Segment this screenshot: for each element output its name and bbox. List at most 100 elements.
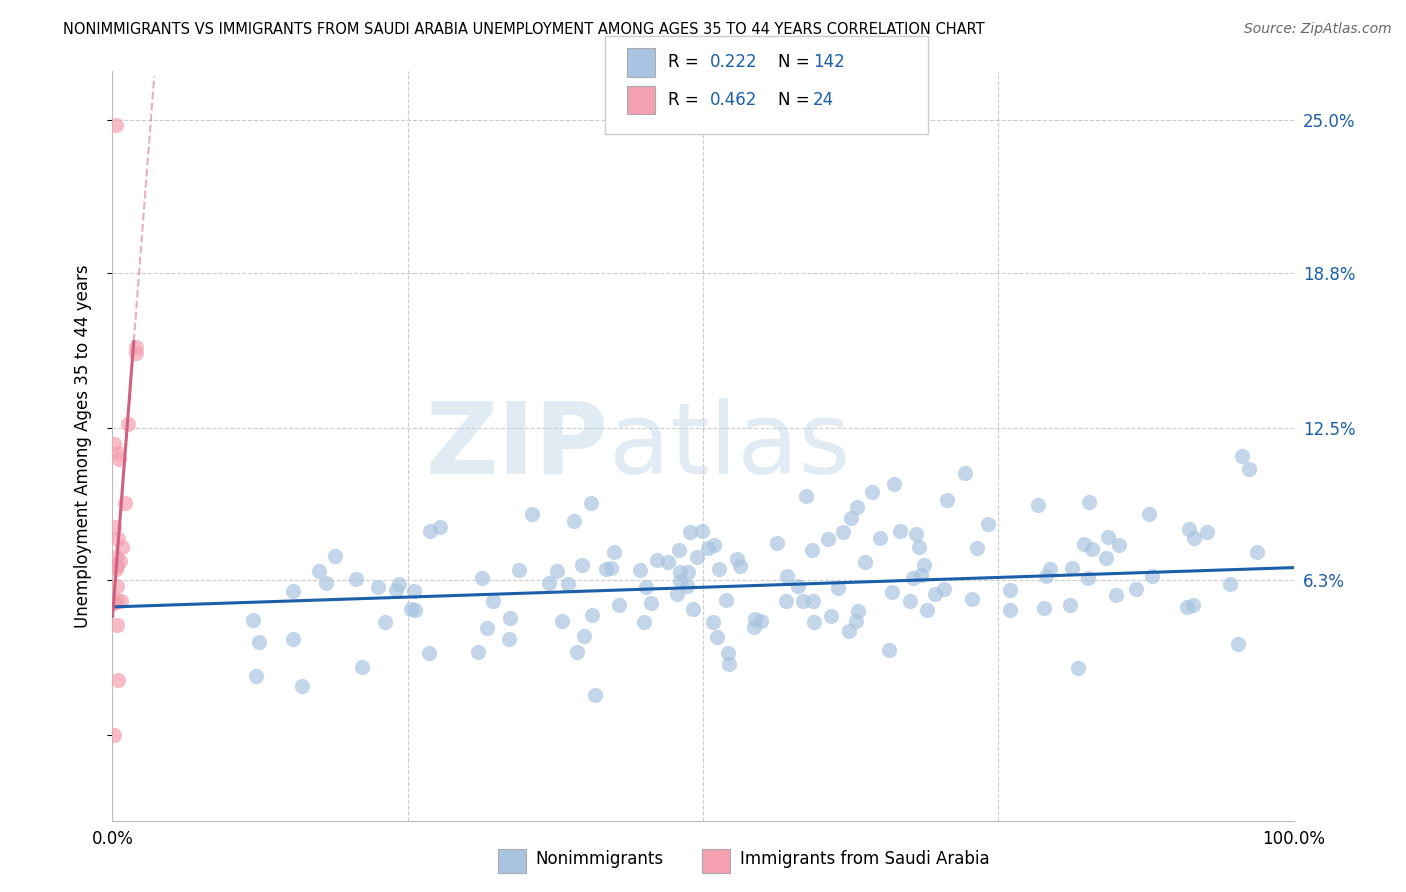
Point xyxy=(537,576,560,591)
Point xyxy=(429,520,451,534)
Point xyxy=(1080,541,1102,556)
Point xyxy=(1246,544,1268,558)
Point xyxy=(562,514,585,528)
Text: NONIMMIGRANTS VS IMMIGRANTS FROM SAUDI ARABIA UNEMPLOYMENT AMONG AGES 35 TO 44 Y: NONIMMIGRANTS VS IMMIGRANTS FROM SAUDI A… xyxy=(63,22,984,37)
Point xyxy=(1066,660,1088,674)
Point xyxy=(817,533,839,547)
Point xyxy=(1237,462,1260,476)
Point xyxy=(1094,550,1116,565)
Point xyxy=(912,558,935,573)
Point xyxy=(291,679,314,693)
Point xyxy=(1195,525,1218,540)
Point xyxy=(1032,600,1054,615)
Point xyxy=(1026,498,1049,512)
Point xyxy=(1178,523,1201,537)
Point xyxy=(551,614,574,628)
Point xyxy=(742,619,765,633)
Point xyxy=(467,645,489,659)
Point xyxy=(323,549,346,563)
Point xyxy=(860,485,883,500)
Point xyxy=(107,533,129,547)
Point xyxy=(108,554,131,568)
Point xyxy=(498,632,520,646)
Point xyxy=(308,564,330,578)
Point xyxy=(1219,577,1241,591)
Point xyxy=(607,599,630,613)
Point xyxy=(583,688,606,702)
Point xyxy=(838,624,860,638)
Point xyxy=(105,561,128,575)
Point xyxy=(1226,637,1249,651)
Point xyxy=(1059,598,1081,612)
Point xyxy=(640,596,662,610)
Point xyxy=(350,660,373,674)
Point xyxy=(103,437,125,451)
Point xyxy=(247,634,270,648)
Point xyxy=(111,540,134,554)
Point xyxy=(104,595,127,609)
Point xyxy=(669,574,692,588)
Point xyxy=(404,603,426,617)
Point xyxy=(508,563,530,577)
Point xyxy=(960,591,983,606)
Point xyxy=(953,467,976,481)
Point xyxy=(110,593,132,607)
Point xyxy=(657,555,679,569)
Point xyxy=(595,562,617,576)
Point xyxy=(1073,537,1095,551)
Point xyxy=(685,550,707,565)
Point xyxy=(1060,560,1083,574)
Point xyxy=(571,558,593,573)
Text: Source: ZipAtlas.com: Source: ZipAtlas.com xyxy=(1244,22,1392,37)
Point xyxy=(315,576,337,591)
Point xyxy=(418,646,440,660)
Text: R =: R = xyxy=(668,54,704,71)
Point xyxy=(717,647,740,661)
Point xyxy=(1232,449,1254,463)
Point xyxy=(647,553,669,567)
Point xyxy=(845,614,868,628)
Point xyxy=(794,489,817,503)
Point xyxy=(103,520,125,534)
Point xyxy=(1000,583,1022,598)
Point xyxy=(1137,508,1160,522)
Point xyxy=(692,524,714,538)
Point xyxy=(105,558,128,572)
Point xyxy=(706,630,728,644)
Text: atlas: atlas xyxy=(609,398,851,494)
Point xyxy=(1108,538,1130,552)
Point xyxy=(787,579,810,593)
Point xyxy=(419,524,441,539)
Point xyxy=(883,477,905,491)
Point xyxy=(1142,569,1164,583)
Point xyxy=(853,556,876,570)
Point xyxy=(633,615,655,629)
Point xyxy=(1175,600,1198,615)
Point xyxy=(966,541,988,556)
Text: Immigrants from Saudi Arabia: Immigrants from Saudi Arabia xyxy=(740,850,990,868)
Point xyxy=(602,545,624,559)
Point xyxy=(105,579,128,593)
Point xyxy=(125,345,148,359)
Point xyxy=(679,525,702,540)
Point xyxy=(910,568,932,582)
Point xyxy=(344,572,367,586)
Point xyxy=(107,673,129,687)
Text: ZIP: ZIP xyxy=(426,398,609,494)
Point xyxy=(775,593,797,607)
Point xyxy=(581,496,603,510)
Point xyxy=(820,608,842,623)
Point xyxy=(1077,495,1099,509)
Point xyxy=(682,602,704,616)
Point xyxy=(108,451,131,466)
Point xyxy=(877,643,900,657)
Point xyxy=(792,593,814,607)
Point xyxy=(665,587,688,601)
Point xyxy=(905,527,928,541)
Point xyxy=(668,542,690,557)
Point xyxy=(932,582,955,596)
Point xyxy=(977,517,1000,532)
Point xyxy=(636,580,658,594)
Point xyxy=(628,563,651,577)
Y-axis label: Unemployment Among Ages 35 to 44 years: Unemployment Among Ages 35 to 44 years xyxy=(73,264,91,628)
